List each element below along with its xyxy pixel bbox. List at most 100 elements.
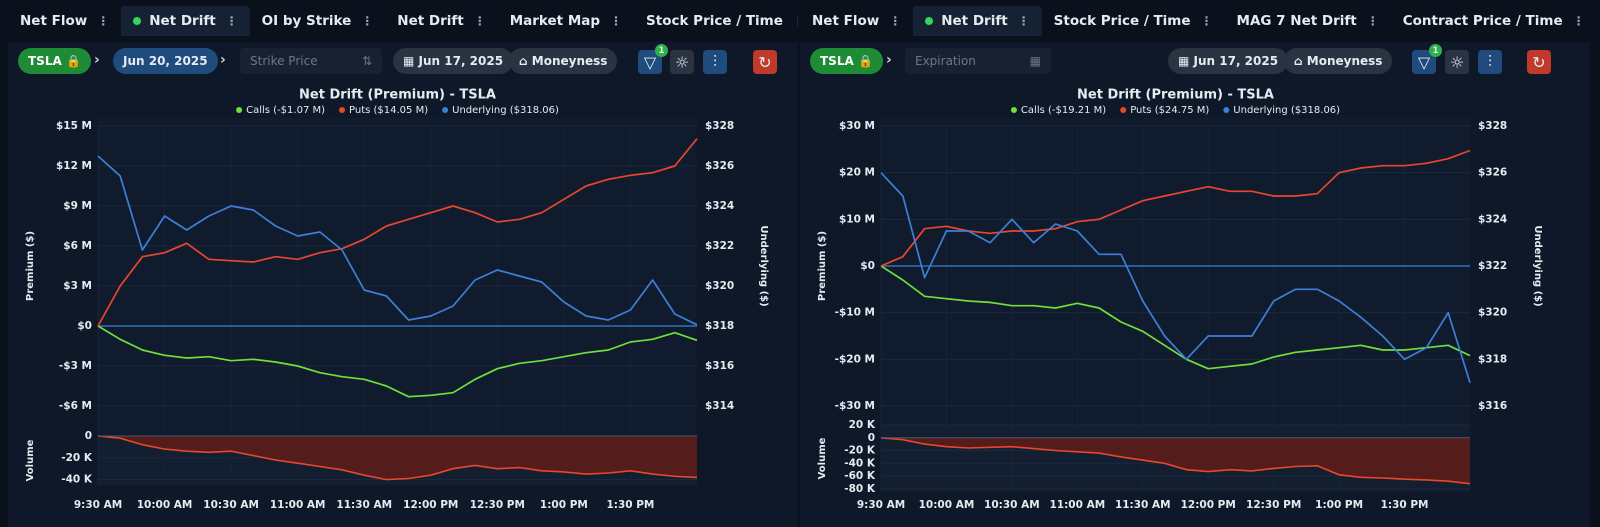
x-tick-label: 1:00 PM — [540, 499, 588, 511]
y-tick-label: $0 — [860, 260, 875, 272]
tab-bar: Net Flow ⋮ Net Drift ⋮ OI by Strike ⋮ Net D… — [8, 0, 798, 42]
reset-button[interactable]: ↻ — [753, 50, 777, 74]
moneyness: Moneyness — [1306, 54, 1383, 68]
left-panel: Net Flow ⋮ Net Drift ⋮ OI by Strike ⋮ Net D… — [8, 0, 798, 527]
x-tick-label: 12:00 PM — [1181, 499, 1236, 511]
tab[interactable]: OI by Strike ⋮ — [261, 13, 374, 29]
date: Jun 17, 2025 — [1193, 54, 1279, 68]
legend: Calls (-$1.07 M) Puts ($14.05 M) Underlyin… — [236, 105, 559, 116]
date-pill[interactable]: ▦ Jun 17, 2025 — [393, 48, 514, 74]
ticker-pill[interactable]: TSLA 🔒 — [810, 48, 883, 74]
tab[interactable]: Net Drift ⋮ — [913, 6, 1042, 36]
tab-label: Stock Price / Time — [1053, 13, 1191, 29]
legend-swatch — [1120, 107, 1127, 113]
y2-axis-label: Underlying ($) — [1532, 225, 1543, 306]
expiration-input[interactable]: Expiration ▦ — [905, 48, 1051, 74]
y-tick-label: $20 M — [839, 167, 875, 179]
light-button[interactable]: ☼ — [670, 50, 694, 74]
x-tick-label: 1:30 PM — [1381, 499, 1429, 511]
x-tick-label: 11:00 AM — [270, 499, 326, 511]
y-tick-label: -$3 M — [59, 360, 92, 372]
tab[interactable]: Stock Price / Time⋮ — [634, 6, 798, 36]
x-tick-label: 11:00 AM — [1050, 499, 1106, 511]
y2-tick-label: $328 — [705, 120, 734, 132]
light-button[interactable]: ☼ — [1445, 50, 1469, 74]
legend-swatch — [442, 107, 449, 113]
y-tick-label: -$10 M — [835, 307, 875, 319]
volume-line — [97, 435, 698, 481]
right-panel: Net Flow ⋮ Net Drift ⋮ Stock Price / Time ⋮… — [800, 0, 1590, 527]
chart-title: Net Drift (Premium) - TSLA — [299, 88, 496, 103]
chart-button[interactable]: ⫶ — [703, 50, 727, 74]
y2-tick-label: $326 — [705, 160, 734, 172]
x-tick-label: 12:30 PM — [470, 499, 525, 511]
plot-background — [98, 118, 697, 485]
volume-tick-label: -20 K — [844, 445, 876, 457]
tab-label: Contract Price / Time — [1402, 13, 1563, 29]
tab[interactable]: Net Drift ⋮ — [121, 6, 250, 36]
y2-tick-label: $316 — [1478, 400, 1507, 412]
filter-button[interactable]: ▽ 1 — [638, 44, 668, 74]
y-axis-label: Premium ($) — [25, 231, 36, 301]
tab-label: Market Map — [509, 13, 601, 29]
y2-tick-label: $328 — [1478, 120, 1507, 132]
volume-tick-label: -20 K — [61, 452, 93, 464]
tab[interactable]: Stock Price / Time⋮ — [1053, 13, 1213, 29]
tab[interactable]: Market Map ⋮ — [509, 13, 623, 29]
chart: -$6 M -$3 M $0 $3 M $6 M $9 M $12 M $15 M $314 $3… — [25, 88, 769, 512]
tab-label: Net Drift — [149, 13, 216, 29]
tab[interactable]: Net Flow ⋮ — [20, 13, 110, 29]
legend-label: Underlying ($318.06) — [1233, 105, 1340, 116]
legend-label: Calls (-$19.21 M) — [1021, 105, 1106, 116]
moneyness-pill[interactable]: ⌂ Moneyness — [1284, 48, 1393, 74]
tab[interactable]: Contract Price / Time ⋮ — [1402, 13, 1585, 29]
ticker: TSLA — [28, 54, 62, 68]
moneyness: Moneyness — [531, 54, 608, 68]
reset-button[interactable]: ↻ — [1527, 50, 1551, 74]
date-pill[interactable]: ▦ Jun 17, 2025 — [1168, 48, 1289, 74]
filter-button[interactable]: ▽ 1 — [1412, 44, 1442, 74]
legend-label: Puts ($24.75 M) — [1130, 105, 1209, 116]
x-tick-label: 9:30 AM — [857, 499, 905, 511]
tab[interactable]: Net Flow ⋮ — [812, 13, 902, 29]
expiry-pill[interactable]: Jun 20, 2025 — [113, 48, 218, 74]
volume-tick-label: 20 K — [849, 419, 876, 431]
volume-line — [880, 437, 1471, 485]
expiry: Jun 20, 2025 — [123, 54, 208, 68]
tab[interactable]: MAG 7 Net Drift ⋮ — [1236, 13, 1379, 29]
volume-tick-label: -40 K — [844, 457, 876, 469]
x-tick-label: 1:30 PM — [606, 499, 654, 511]
y2-tick-label: $314 — [705, 400, 734, 412]
y2-tick-label: $316 — [705, 360, 734, 372]
volume-tick-label: -40 K — [61, 474, 93, 486]
y-tick-label: $30 M — [839, 120, 875, 132]
volume-tick-label: 0 — [868, 432, 875, 444]
x-tick-label: 11:30 AM — [1115, 499, 1171, 511]
series-line — [880, 172, 1471, 383]
strike-input[interactable]: Strike Price ⇅ — [240, 48, 382, 74]
placeholder: Expiration — [915, 54, 976, 68]
volume-axis-label: Volume — [817, 437, 828, 479]
ticker-pill[interactable]: TSLA 🔒 — [18, 48, 91, 74]
x-tick-label: 11:30 AM — [336, 499, 392, 511]
y2-axis-label: Underlying ($) — [758, 225, 769, 306]
tab-bar: Net Flow ⋮ Net Drift ⋮ Stock Price / Time ⋮… — [800, 0, 1590, 42]
tab-label: Stock Price / Time — [646, 13, 783, 29]
volume-tick-label: -60 K — [844, 470, 876, 482]
volume-tick-label: -80 K — [844, 483, 876, 495]
y2-tick-label: $320 — [705, 280, 734, 292]
legend-label: Calls (-$1.07 M) — [246, 105, 325, 116]
date: Jun 17, 2025 — [418, 54, 504, 68]
ticker: TSLA — [820, 54, 854, 68]
moneyness-pill[interactable]: ⌂ Moneyness — [509, 48, 618, 74]
tab-label: Net Drift — [941, 13, 1008, 29]
y2-tick-label: $320 — [1478, 307, 1507, 319]
tab[interactable]: Net Drift ⋮ — [397, 13, 486, 29]
y-tick-label: $9 M — [63, 200, 92, 212]
legend-swatch — [1223, 107, 1230, 113]
x-tick-label: 9:30 AM — [74, 499, 122, 511]
x-tick-label: 12:30 PM — [1246, 499, 1301, 511]
chart-button[interactable]: ⫶ — [1478, 50, 1502, 74]
filter-badge: 1 — [1429, 44, 1442, 57]
tab-label: Net Flow — [812, 13, 880, 29]
